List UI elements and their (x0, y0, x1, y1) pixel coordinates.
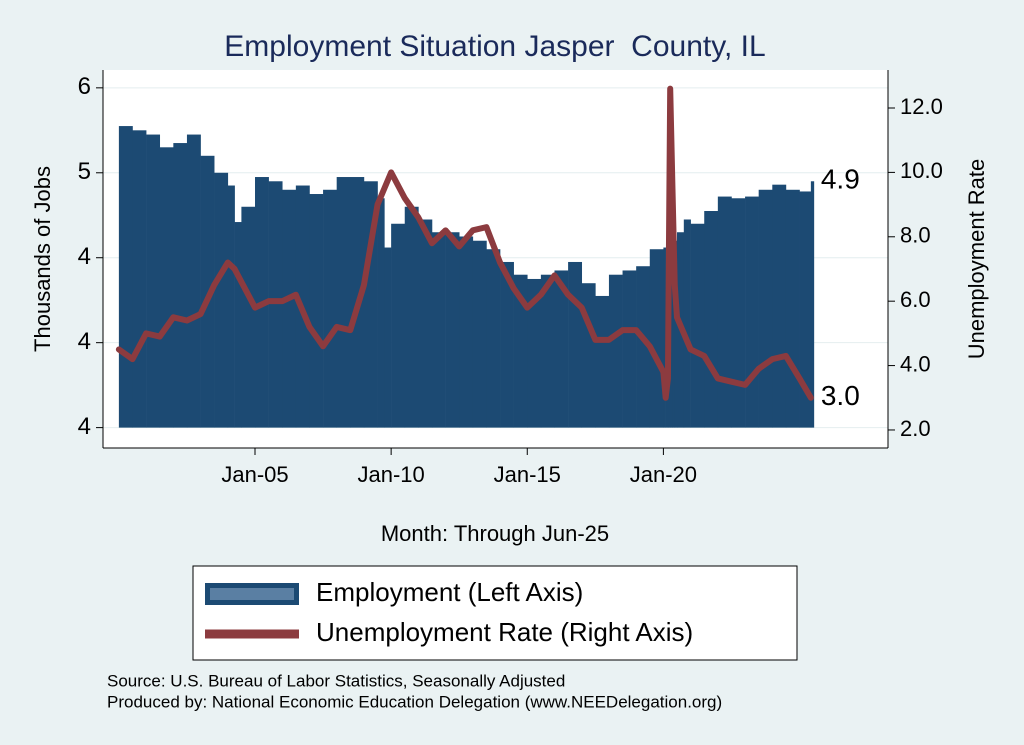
bar (622, 270, 637, 428)
y-tick-label: 4 (78, 243, 91, 270)
bar (810, 181, 815, 428)
bar (391, 223, 406, 428)
bar (431, 232, 446, 428)
bar (363, 181, 378, 428)
chart-title: Employment Situation Jasper County, IL (224, 30, 765, 63)
value-label: 3.0 (821, 380, 860, 411)
y-tick-label: 4 (78, 413, 91, 440)
bar (595, 295, 610, 428)
bar (649, 249, 664, 428)
bar (581, 283, 596, 428)
bar (731, 198, 746, 428)
bar (146, 134, 161, 428)
bar (268, 181, 283, 428)
credit-note: Produced by: National Economic Education… (107, 692, 722, 711)
bar (445, 232, 460, 428)
bar (608, 274, 623, 428)
bar (186, 134, 201, 428)
bar (799, 191, 812, 428)
x-tick-label: Jan-10 (357, 462, 424, 487)
x-tick-label: Jan-20 (630, 462, 697, 487)
bar (418, 219, 433, 428)
value-label: 4.9 (821, 164, 860, 195)
y-tick-label: 6 (78, 73, 91, 100)
bar (173, 143, 188, 428)
bar (670, 283, 673, 428)
y2-tick-label: 6.0 (900, 287, 931, 312)
bar (377, 198, 385, 428)
y-axis-label: Thousands of Jobs (30, 166, 55, 352)
y-tick-label: 4 (78, 328, 91, 355)
source-note: Source: U.S. Bureau of Labor Statistics,… (107, 671, 565, 690)
bar (227, 185, 235, 428)
bar (336, 177, 351, 428)
bar (785, 189, 800, 428)
bar (486, 249, 501, 428)
bar (200, 155, 215, 428)
bar (683, 219, 691, 428)
bar (745, 196, 759, 428)
bar (309, 194, 324, 428)
y2-tick-label: 10.0 (900, 158, 943, 183)
bar (772, 184, 787, 428)
bar (554, 270, 569, 428)
bar (704, 211, 719, 428)
x-axis-label: Month: Through Jun-25 (381, 521, 609, 546)
bar (323, 189, 337, 428)
legend-label: Unemployment Rate (Right Axis) (316, 617, 693, 647)
bar (132, 130, 147, 428)
bar (404, 206, 419, 428)
bar (636, 266, 651, 428)
bar (472, 240, 487, 428)
bar (234, 222, 242, 428)
y-tick-label: 5 (78, 158, 91, 185)
bar (241, 206, 256, 428)
bar (663, 247, 666, 428)
y2-tick-label: 4.0 (900, 351, 931, 376)
bar (513, 274, 528, 428)
line (115, 85, 814, 401)
y2-tick-label: 2.0 (900, 416, 931, 441)
x-tick-label: Jan-15 (494, 462, 561, 487)
y2-axis-label: Unemployment Rate (964, 159, 989, 360)
bar (758, 189, 773, 428)
bar (672, 266, 676, 428)
bar (384, 247, 392, 428)
legend-swatch-inner (210, 588, 294, 600)
bar (717, 196, 732, 428)
y2-tick-label: 8.0 (900, 223, 931, 248)
bar (282, 189, 297, 428)
legend-label: Employment (Left Axis) (316, 577, 583, 607)
bar (214, 172, 229, 428)
bar (118, 126, 133, 428)
bar (459, 236, 474, 428)
legend-box (192, 565, 798, 661)
y2-tick-label: 12.0 (900, 94, 943, 119)
bar (674, 240, 678, 428)
x-tick-label: Jan-05 (221, 462, 288, 487)
bar (540, 274, 555, 428)
bar (500, 261, 514, 428)
bar (690, 223, 705, 428)
bar (527, 278, 542, 428)
bar (568, 261, 583, 428)
bar (159, 147, 174, 428)
